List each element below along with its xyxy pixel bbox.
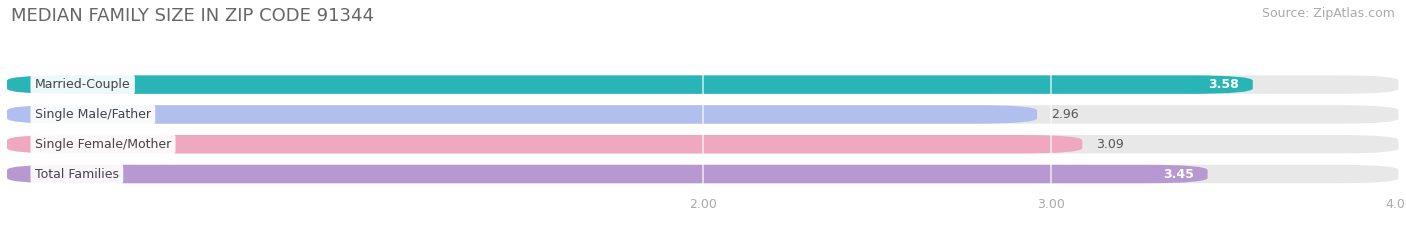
FancyBboxPatch shape bbox=[7, 165, 1399, 183]
FancyBboxPatch shape bbox=[7, 165, 1208, 183]
Text: 3.58: 3.58 bbox=[1208, 78, 1239, 91]
FancyBboxPatch shape bbox=[7, 135, 1083, 154]
FancyBboxPatch shape bbox=[7, 75, 1399, 94]
FancyBboxPatch shape bbox=[7, 105, 1038, 124]
Text: Total Families: Total Families bbox=[35, 168, 120, 181]
FancyBboxPatch shape bbox=[7, 135, 1399, 154]
Text: 3.09: 3.09 bbox=[1097, 138, 1123, 151]
Text: Single Female/Mother: Single Female/Mother bbox=[35, 138, 172, 151]
Text: Married-Couple: Married-Couple bbox=[35, 78, 131, 91]
Text: MEDIAN FAMILY SIZE IN ZIP CODE 91344: MEDIAN FAMILY SIZE IN ZIP CODE 91344 bbox=[11, 7, 374, 25]
Text: Source: ZipAtlas.com: Source: ZipAtlas.com bbox=[1261, 7, 1395, 20]
Text: Single Male/Father: Single Male/Father bbox=[35, 108, 150, 121]
FancyBboxPatch shape bbox=[7, 105, 1399, 124]
FancyBboxPatch shape bbox=[7, 75, 1253, 94]
Text: 3.45: 3.45 bbox=[1163, 168, 1194, 181]
Text: 2.96: 2.96 bbox=[1050, 108, 1078, 121]
